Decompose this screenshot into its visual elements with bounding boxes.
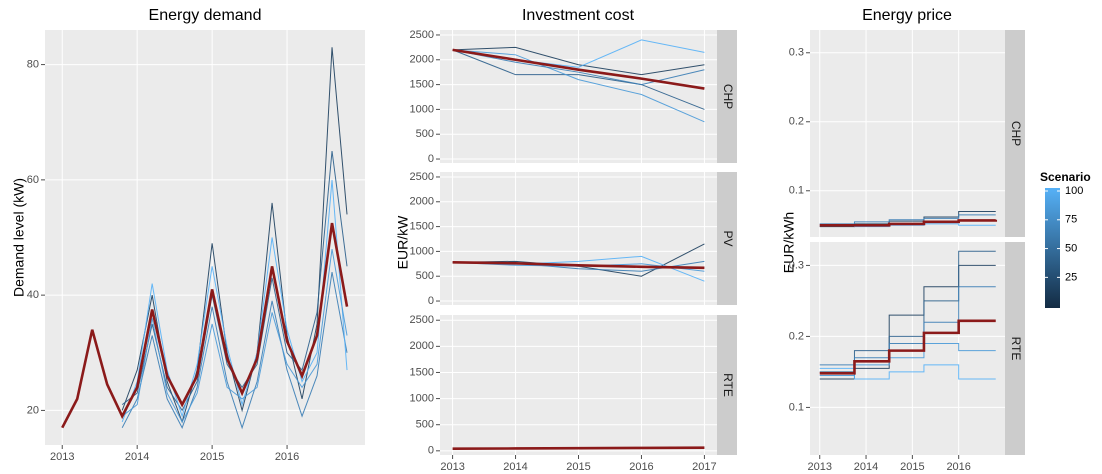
x-tick-label: 2013 [50,451,74,463]
x-tick-label: 2014 [854,461,878,473]
chart-title: Energy demand [149,7,262,24]
strip-label: CHP [721,84,735,109]
y-tick-label: 2500 [410,171,434,183]
panel-background [810,30,1005,237]
strip-label: RTE [721,373,735,397]
series-line [452,49,705,86]
strip-label: RTE [1009,337,1023,361]
legend-tick-label: 100 [1065,185,1083,197]
series-line [452,446,705,451]
panel-background [45,30,365,445]
series-line [121,271,348,430]
y-tick-label: 2000 [410,54,434,66]
y-tick-label: 1500 [410,220,434,232]
chart-title: Investment cost [522,7,635,24]
x-tick-label: 2017 [692,461,716,473]
y-tick-label: 1000 [410,103,434,115]
x-tick-label: 2015 [566,461,590,473]
x-tick-label: 2015 [900,461,924,473]
series-line [819,319,996,375]
y-axis-label: Demand level (kW) [11,178,27,297]
x-tick-label: 2013 [440,461,464,473]
y-tick-label: 2500 [410,29,434,41]
y-tick-label: 0.1 [789,185,804,197]
series-line [452,48,705,90]
strip-background [717,30,737,163]
y-tick-label: 1000 [410,392,434,404]
series-line [819,214,996,225]
strip-label: PV [721,230,735,246]
x-tick-label: 2016 [275,451,299,463]
strip-background [1005,242,1025,455]
y-tick-label: 80 [27,58,39,70]
x-tick-label: 2013 [807,461,831,473]
x-tick-label: 2016 [946,461,970,473]
x-tick-label: 2016 [629,461,653,473]
series-line [819,219,998,227]
series-line [121,248,348,424]
legend-tick-label: 50 [1065,242,1077,254]
x-tick-label: 2014 [503,461,527,473]
strip-background [717,172,737,305]
y-tick-label: 0 [428,153,434,165]
y-tick-label: 0.3 [789,259,804,271]
y-axis-label: EUR/kWh [781,212,797,273]
strip-background [717,315,737,455]
y-tick-label: 0.2 [789,330,804,342]
y-tick-label: 500 [416,128,434,140]
y-tick-label: 2500 [410,314,434,326]
y-tick-label: 500 [416,419,434,431]
legend-title: Scenario [1040,170,1091,184]
x-tick-label: 2014 [125,451,149,463]
strip-background [1005,30,1025,237]
panel-background [810,242,1005,455]
y-tick-label: 0.2 [789,116,804,128]
y-tick-label: 40 [27,289,39,301]
y-axis-label: EUR/kW [395,215,411,269]
strip-label: CHP [1009,121,1023,146]
y-tick-label: 0 [428,295,434,307]
y-tick-label: 0 [428,445,434,457]
y-tick-label: 60 [27,174,39,186]
series-line [452,49,705,123]
legend-tick-label: 25 [1065,271,1077,283]
series-line [61,222,349,429]
y-tick-label: 1000 [410,245,434,257]
series-line [452,261,705,270]
y-tick-label: 0.3 [789,47,804,59]
series-line [452,46,705,76]
y-tick-label: 0.1 [789,401,804,413]
y-tick-label: 2000 [410,340,434,352]
legend-tick-label: 75 [1065,214,1077,226]
y-tick-label: 20 [27,404,39,416]
y-tick-label: 2000 [410,196,434,208]
y-tick-label: 1500 [410,78,434,90]
x-tick-label: 2015 [200,451,224,463]
y-tick-label: 1500 [410,366,434,378]
chart-title: Energy price [862,7,952,24]
y-tick-label: 500 [416,270,434,282]
series-line [452,49,705,110]
colorbar [1045,188,1060,308]
